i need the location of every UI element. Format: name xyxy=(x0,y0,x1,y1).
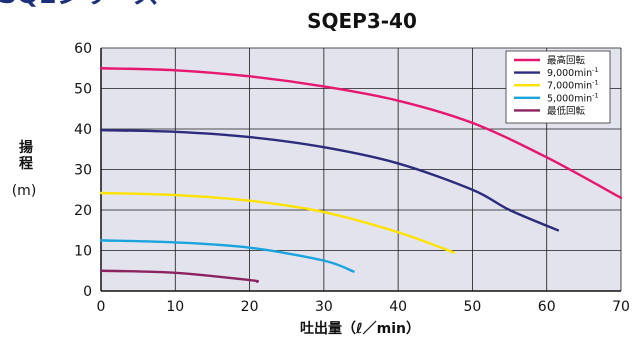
y-tick-label: 30 xyxy=(74,163,92,179)
x-tick-label: 50 xyxy=(464,299,482,315)
legend-entry-3: 7,000min-1 xyxy=(547,79,599,92)
series-line-1 xyxy=(99,67,623,200)
grid xyxy=(101,47,622,291)
y-tick-label: 40 xyxy=(74,122,92,138)
y-axis-label-char-1: 揚 xyxy=(19,139,33,156)
y-axis-unit: (m) xyxy=(12,183,37,199)
legend-entry-superscript: -1 xyxy=(592,91,598,99)
series-lines xyxy=(99,67,623,283)
y-axis-label-char-2: 程 xyxy=(19,156,33,172)
x-tick-label: 0 xyxy=(97,299,106,315)
cropped-header-title: SQEシリーズ xyxy=(0,0,159,10)
series-line-3 xyxy=(99,191,456,254)
x-tick-label: 30 xyxy=(315,299,333,315)
legend-entry-2: 9,000min-1 xyxy=(547,66,599,79)
legend-entry-1: 最高回転 xyxy=(547,55,586,67)
x-tick-label: 10 xyxy=(166,299,184,315)
y-tick-label: 20 xyxy=(74,203,92,219)
x-tick-label: 40 xyxy=(389,299,407,315)
series-line-5 xyxy=(99,269,260,283)
x-tick-label: 60 xyxy=(538,299,556,315)
legend-entry-5: 最低回転 xyxy=(547,105,586,117)
x-tick-label: 70 xyxy=(612,299,630,315)
y-tick-labels: 0 10 20 30 40 50 60 xyxy=(74,41,92,300)
x-tick-labels: 0 10 20 30 40 50 60 70 xyxy=(97,299,630,315)
y-tick-label: 50 xyxy=(74,82,92,98)
y-tick-label: 60 xyxy=(74,41,92,57)
legend-entry-4: 5,000min-1 xyxy=(547,91,599,104)
series-line-2 xyxy=(99,129,560,232)
axes xyxy=(100,48,621,292)
chart-title: SQEP3-40 xyxy=(307,9,417,33)
y-tick-label: 10 xyxy=(74,244,92,260)
legend-entry-superscript: -1 xyxy=(592,79,598,87)
x-tick-label: 20 xyxy=(241,299,259,315)
legend-entry-superscript: -1 xyxy=(592,66,598,74)
y-tick-label: 0 xyxy=(83,284,92,300)
x-axis-label: 吐出量（ℓ／min） xyxy=(300,320,420,337)
cropped-header: SQEシリーズ xyxy=(0,0,159,10)
series-line-4 xyxy=(99,239,355,273)
